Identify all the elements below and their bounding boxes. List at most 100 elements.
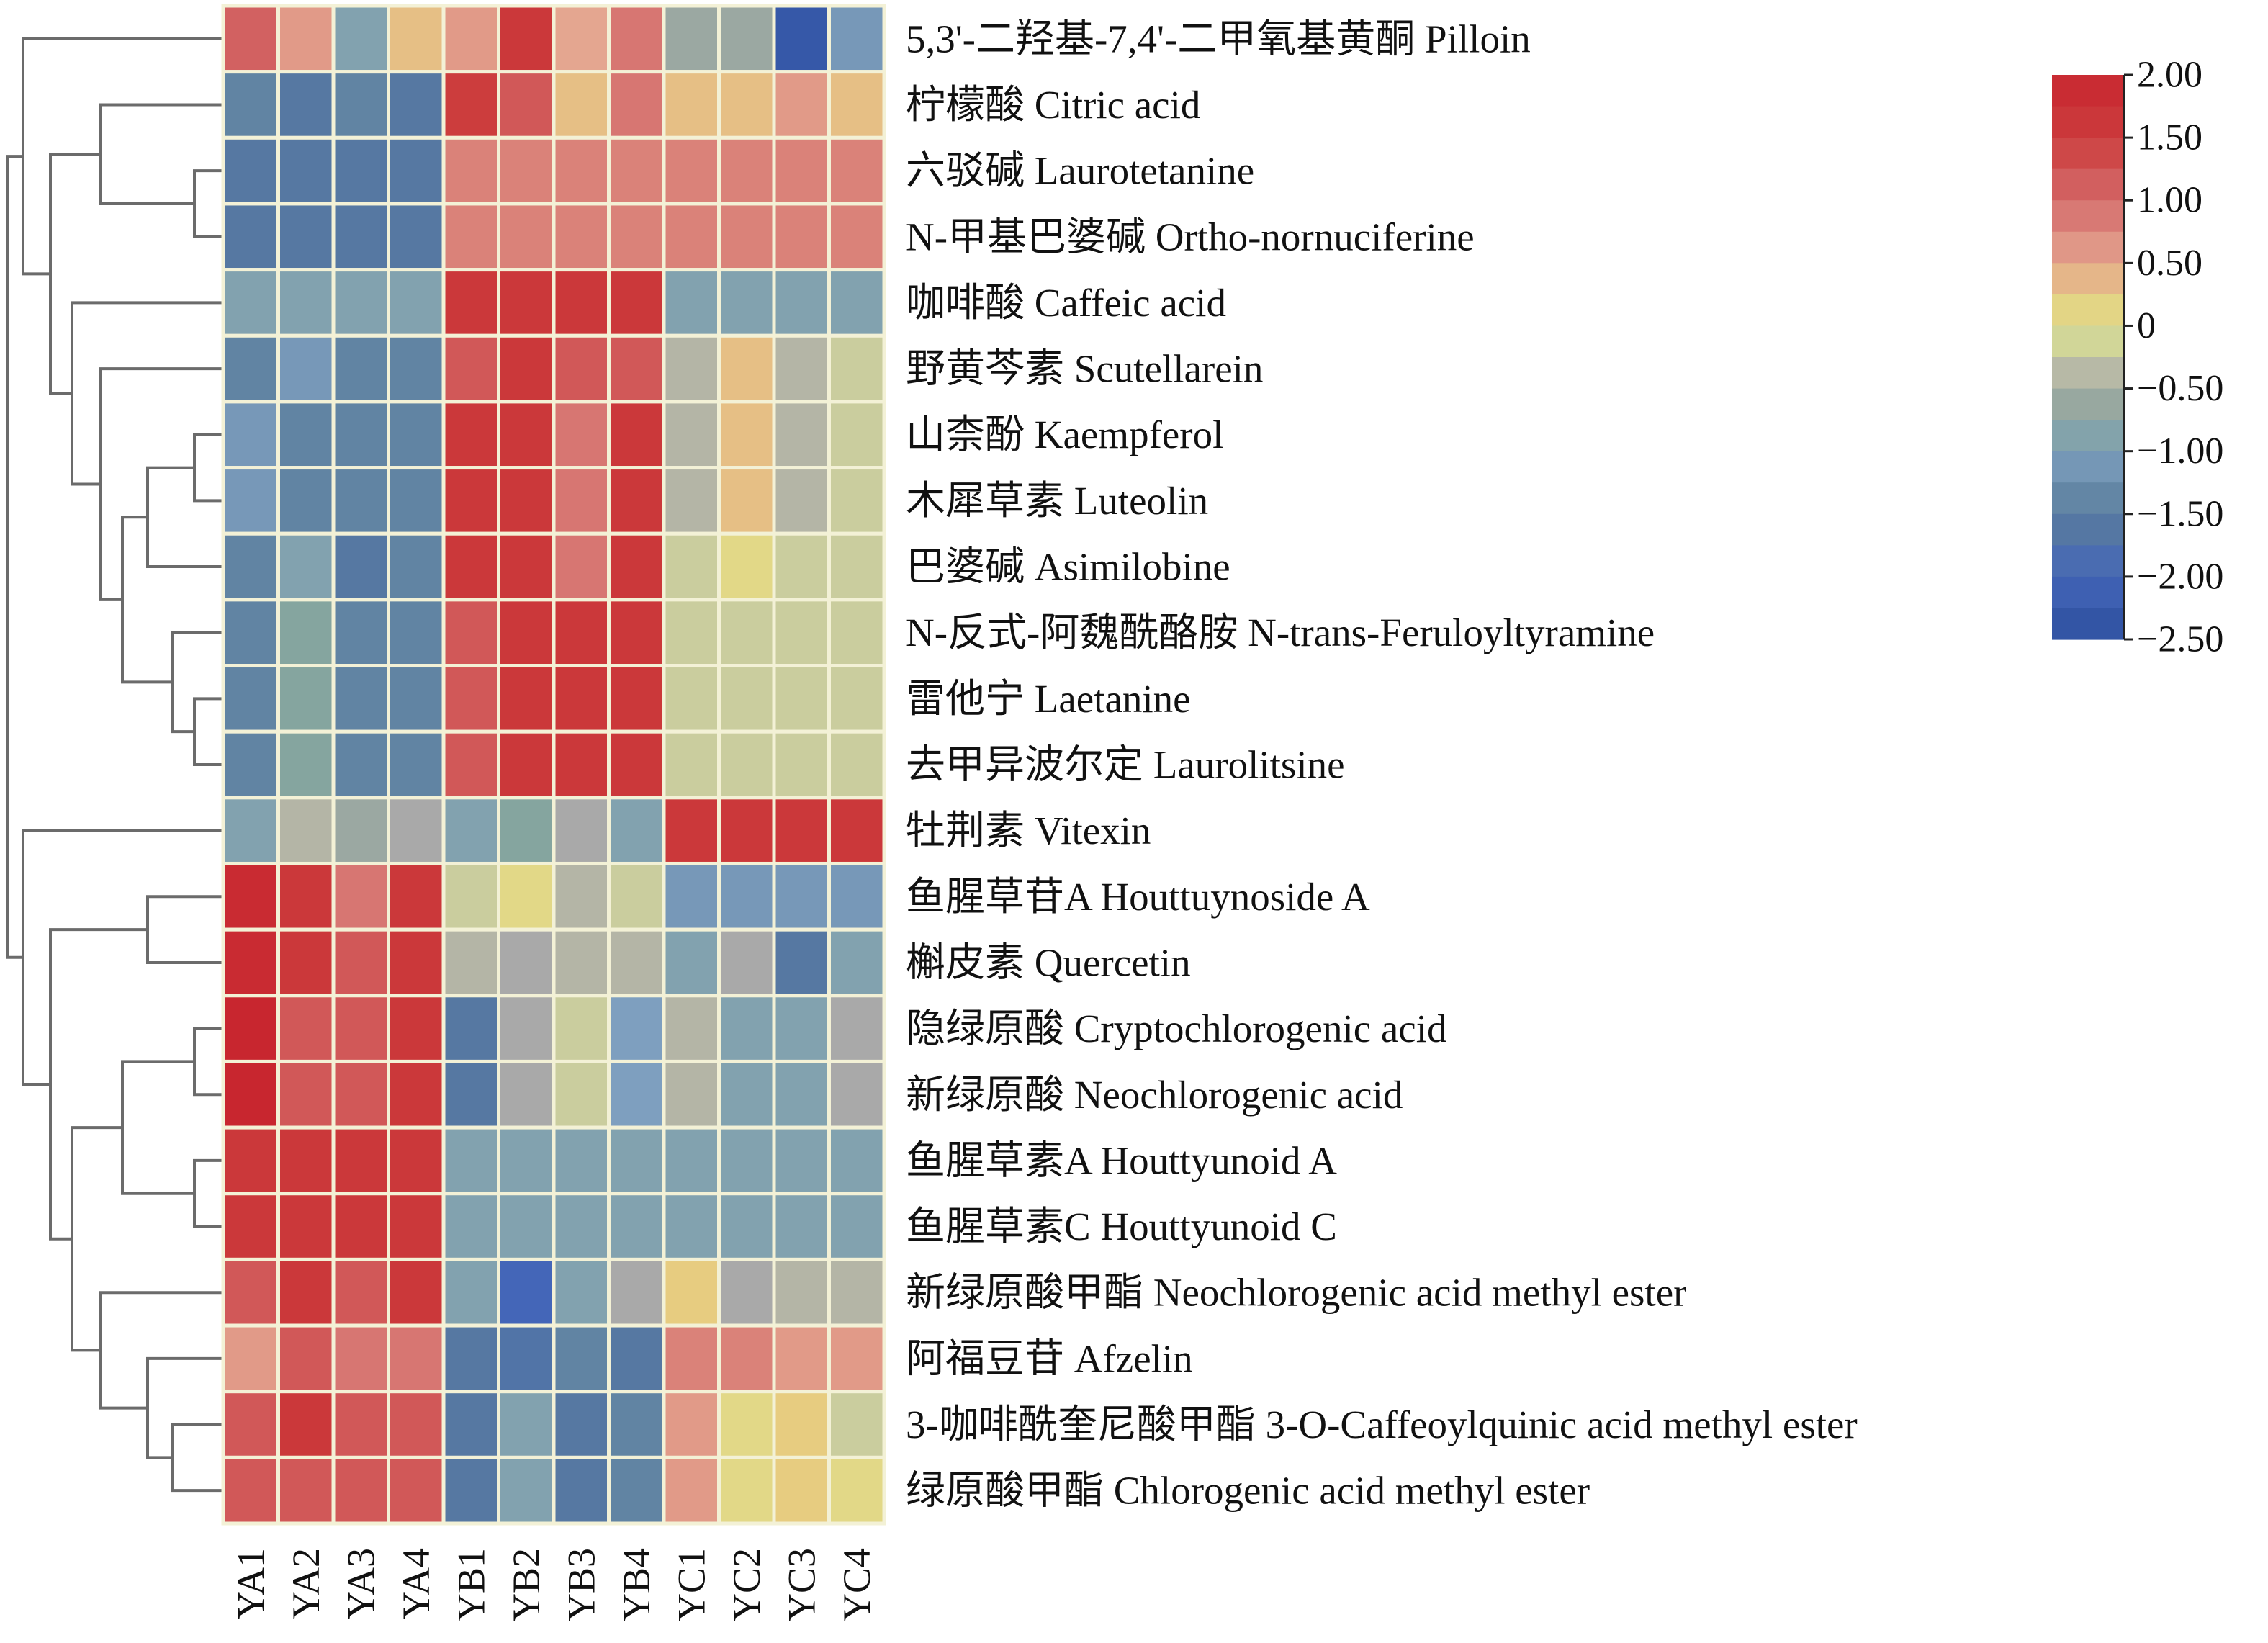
heatmap-cell — [441, 598, 500, 668]
heatmap-cell — [662, 4, 721, 74]
dendrogram-branch — [99, 367, 223, 601]
heatmap-cell — [331, 1192, 390, 1261]
heatmap-cell — [607, 994, 666, 1063]
heatmap-cell — [497, 1323, 556, 1394]
row-label: 鱼腥草素C Houttyunoid C — [906, 1205, 1337, 1248]
heatmap-cell — [221, 1390, 280, 1459]
colorbar-tick-label: 2.00 — [2137, 55, 2202, 96]
heatmap-cell — [717, 664, 776, 734]
heatmap-cell — [827, 729, 886, 800]
heatmap-cell — [607, 1455, 666, 1526]
heatmap-cell — [827, 994, 886, 1063]
heatmap-cell — [441, 796, 500, 865]
row-label: N-甲基巴婆碱 Ortho-nornuciferine — [906, 215, 1475, 258]
column-label: YC1 — [670, 1548, 713, 1621]
heatmap-cell — [331, 4, 390, 74]
heatmap-cell — [827, 796, 886, 865]
heatmap-cell — [276, 1455, 336, 1526]
heatmap-cell — [607, 927, 666, 998]
heatmap-cell — [552, 531, 611, 602]
heatmap-cell — [441, 70, 500, 140]
heatmap-cell — [772, 796, 831, 865]
heatmap-cells — [221, 4, 886, 1526]
heatmap-cell — [607, 1125, 666, 1196]
heatmap-cell — [387, 598, 446, 668]
heatmap-cell — [552, 400, 611, 470]
heatmap-cell — [772, 202, 831, 272]
heatmap-cell — [717, 1192, 776, 1261]
heatmap-cell — [221, 1059, 280, 1130]
dendrogram-branch — [99, 103, 223, 205]
heatmap-cell — [497, 268, 556, 338]
heatmap-cell — [331, 994, 390, 1063]
row-label: 去甲异波尔定 Laurolitsine — [906, 743, 1345, 787]
heatmap-cell — [221, 202, 280, 272]
colorbar-swatch — [2052, 608, 2124, 640]
heatmap-cell — [662, 796, 721, 865]
heatmap-cell — [387, 268, 446, 338]
heatmap-cell — [717, 927, 776, 998]
heatmap-cell — [276, 1257, 336, 1328]
column-label: YB4 — [615, 1548, 658, 1621]
heatmap-cell — [221, 70, 280, 140]
heatmap-cell — [497, 1059, 556, 1130]
heatmap-cell — [221, 729, 280, 800]
heatmap-cell — [387, 927, 446, 998]
heatmap-cell — [717, 202, 776, 272]
heatmap-cell — [662, 268, 721, 338]
heatmap-cell — [717, 135, 776, 206]
heatmap-cell — [552, 1257, 611, 1328]
heatmap-cell — [441, 268, 500, 338]
column-label: YC3 — [780, 1548, 823, 1621]
dendrogram-branch — [193, 697, 223, 766]
heatmap-cell — [387, 664, 446, 734]
heatmap-cell — [331, 598, 390, 668]
heatmap-cell — [662, 333, 721, 404]
heatmap-cell — [221, 1257, 280, 1328]
heatmap-cell — [441, 531, 500, 602]
row-label: 新绿原酸甲酯 Neochlorogenic acid methyl ester — [906, 1271, 1686, 1315]
column-label: YA3 — [339, 1548, 382, 1619]
heatmap-cell — [607, 531, 666, 602]
heatmap-cell — [827, 1390, 886, 1459]
row-label: 六驳碱 Laurotetanine — [906, 149, 1254, 193]
colorbar-tick-label: −1.00 — [2137, 431, 2223, 472]
dendrogram-branch — [71, 301, 223, 486]
heatmap-cell — [552, 796, 611, 865]
heatmap-cell — [662, 531, 721, 602]
heatmap-cell — [331, 1323, 390, 1394]
heatmap-cell — [607, 861, 666, 932]
heatmap-cell — [331, 466, 390, 536]
heatmap-cell — [331, 400, 390, 470]
row-label: 隐绿原酸 Cryptochlorogenic acid — [906, 1007, 1447, 1050]
heatmap-cell — [662, 1390, 721, 1459]
heatmap-cell — [772, 861, 831, 932]
heatmap-cell — [552, 664, 611, 734]
heatmap-cell — [827, 664, 886, 734]
heatmap-cell — [331, 202, 390, 272]
heatmap-cell — [827, 1125, 886, 1196]
row-labels: 5,3'-二羟基-7,4'-二甲氧基黄酮 Pilloin 柠檬酸 Citric a… — [906, 17, 1858, 1512]
heatmap-cell — [221, 664, 280, 734]
row-label: 咖啡酸 Caffeic acid — [906, 281, 1226, 325]
heatmap-cell — [331, 333, 390, 404]
heatmap-cell — [717, 1455, 776, 1526]
dendrogram-branch — [146, 895, 223, 964]
heatmap-cell — [827, 135, 886, 206]
heatmap-cell — [497, 598, 556, 668]
heatmap-cell — [772, 70, 831, 140]
heatmap-cell — [827, 531, 886, 602]
heatmap-cell — [772, 400, 831, 470]
heatmap-cell — [276, 729, 336, 800]
column-label: YA2 — [284, 1548, 328, 1619]
heatmap-cell — [552, 598, 611, 668]
heatmap-cell — [221, 400, 280, 470]
row-label: 绿原酸甲酯 Chlorogenic acid methyl ester — [906, 1469, 1590, 1513]
heatmap-cell — [387, 1455, 446, 1526]
heatmap-cell — [387, 531, 446, 602]
heatmap-cell — [441, 1390, 500, 1459]
heatmap-cell — [662, 135, 721, 206]
heatmap-cell — [331, 135, 390, 206]
row-label: 阿福豆苷 Afzelin — [906, 1336, 1193, 1380]
heatmap-cell — [221, 531, 280, 602]
